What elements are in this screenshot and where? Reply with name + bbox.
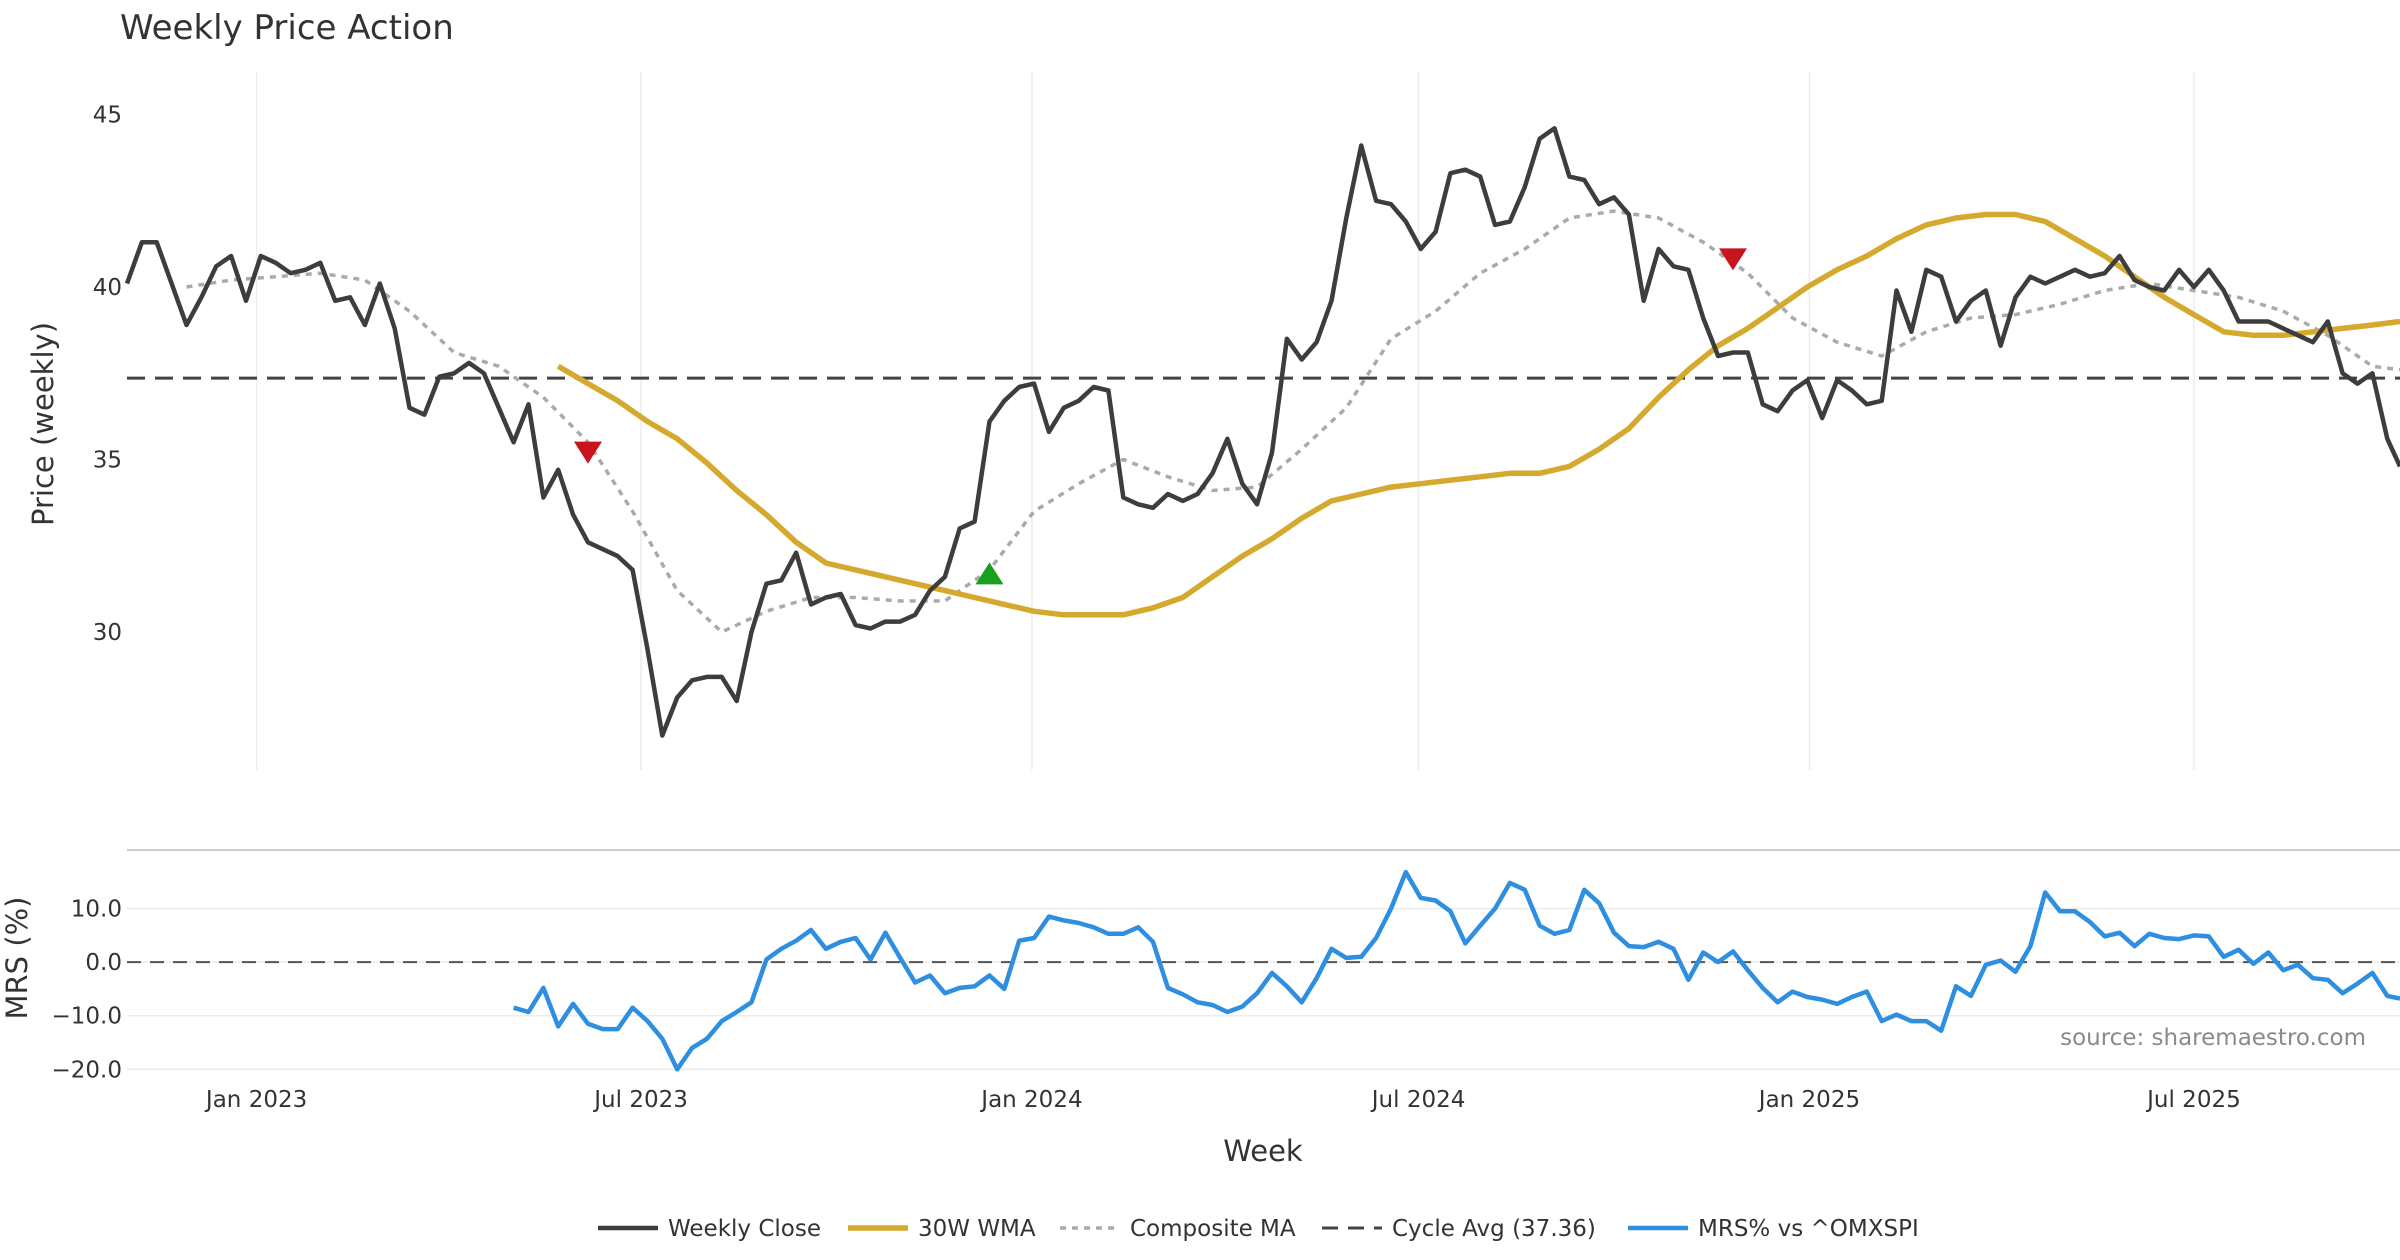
- mrs-y-tick-label: −10.0: [52, 1004, 122, 1030]
- mrs-y-tick-label: −20.0: [52, 1057, 122, 1083]
- mrs-line: [512, 869, 2400, 1072]
- price-y-axis: 30 35 40 45: [93, 103, 122, 647]
- mrs-y-tick-label: 10.0: [71, 897, 122, 923]
- mrs-y-axis: 10.0 0.0 −10.0 −20.0: [52, 897, 122, 1084]
- price-series: [124, 126, 2400, 738]
- price-y-tick-label: 30: [93, 620, 122, 646]
- price-y-tick-label: 35: [93, 448, 122, 474]
- x-tick-label: Jan 2025: [1757, 1087, 1860, 1113]
- legend-30w-wma: 30W WMA: [848, 1216, 1036, 1242]
- price-y-axis-label: Price (weekly): [26, 322, 60, 526]
- mrs-series: [127, 869, 2400, 1072]
- legend-weekly-close: Weekly Close: [598, 1216, 821, 1242]
- x-tick-label: Jul 2025: [2145, 1087, 2241, 1113]
- legend-mrs: MRS% vs ^OMXSPI: [1628, 1216, 1919, 1242]
- x-axis-label: Week: [1223, 1134, 1303, 1168]
- legend-mrs-label: MRS% vs ^OMXSPI: [1698, 1216, 1919, 1242]
- weekly-close-line: [124, 126, 2400, 738]
- buy-signal-marker: [975, 562, 1004, 585]
- legend-cycle-avg-label: Cycle Avg (37.36): [1392, 1216, 1596, 1242]
- mrs-y-axis-label: MRS (%): [0, 897, 34, 1020]
- price-y-tick-label: 45: [93, 103, 122, 129]
- mrs-panel-grid: [127, 907, 2400, 1071]
- legend-cycle-avg: Cycle Avg (37.36): [1322, 1216, 1596, 1242]
- legend-composite-ma: Composite MA: [1060, 1216, 1296, 1242]
- wma-30w-line: [556, 211, 2400, 618]
- sell-signal-marker: [1718, 248, 1747, 271]
- signal-markers: [573, 248, 1747, 585]
- chart-title: Weekly Price Action: [120, 8, 454, 48]
- legend-weekly-close-label: Weekly Close: [668, 1216, 821, 1242]
- price-y-tick-label: 40: [93, 275, 122, 301]
- x-tick-label: Jan 2024: [979, 1087, 1082, 1113]
- sell-signal-marker: [573, 441, 602, 464]
- x-axis: Jan 2023 Jul 2023 Jan 2024 Jul 2024 Jan 2025…: [204, 1087, 2241, 1113]
- x-tick-label: Jan 2023: [204, 1087, 307, 1113]
- legend: Weekly Close 30W WMA Composite MA Cycle Avg…: [598, 1216, 1919, 1242]
- legend-composite-ma-label: Composite MA: [1130, 1216, 1296, 1242]
- x-tick-label: Jul 2023: [592, 1087, 688, 1113]
- mrs-y-tick-label: 0.0: [85, 950, 122, 976]
- source-note: source: sharemaestro.com: [2060, 1025, 2366, 1051]
- x-tick-label: Jul 2024: [1370, 1087, 1466, 1113]
- price-panel-grid: [255, 72, 2195, 770]
- legend-30w-wma-label: 30W WMA: [918, 1216, 1036, 1242]
